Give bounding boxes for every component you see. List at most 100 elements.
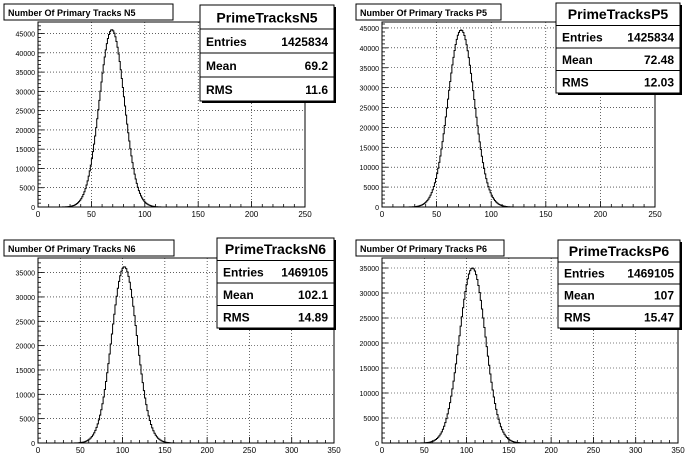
y-tick-label: 30000	[16, 89, 36, 96]
y-tick-label: 20000	[360, 341, 380, 348]
stats-value-mean: 102.1	[298, 288, 328, 302]
stats-value-mean: 72.48	[644, 53, 674, 67]
x-tick-label: 100	[138, 210, 152, 219]
stats-label-entries: Entries	[206, 35, 247, 49]
stats-value-rms: 12.03	[644, 75, 674, 89]
x-tick-label: 200	[200, 446, 214, 455]
x-tick-label: 250	[243, 446, 257, 455]
y-tick-label: 35000	[360, 266, 380, 273]
x-tick-label: 150	[502, 446, 516, 455]
x-tick-label: 50	[76, 446, 85, 455]
x-tick-label: 200	[245, 210, 259, 219]
title-box	[355, 239, 505, 257]
stats-value-entries: 1469105	[627, 266, 674, 280]
y-tick-label: 10000	[16, 166, 36, 173]
y-tick-label: 45000	[360, 26, 380, 33]
x-tick-label: 0	[380, 446, 385, 455]
y-tick-label: 20000	[16, 344, 36, 351]
stats-value-entries: 1425834	[627, 30, 674, 44]
histogram-series	[38, 29, 305, 208]
x-tick-label: 0	[36, 446, 41, 455]
y-tick-label: 15000	[16, 368, 36, 375]
y-tick-label: 30000	[360, 291, 380, 298]
y-tick-label: 15000	[360, 145, 380, 152]
y-tick-label: 5000	[19, 186, 35, 193]
histogram-pad-2: 0 50 100 150 200 250 0 5000 10000 15000 20000 25000…	[355, 2, 682, 219]
y-tick-label: 30000	[16, 295, 36, 302]
y-tick-label: 0	[375, 205, 379, 212]
stats-label-mean: Mean	[562, 53, 593, 67]
stats-label-mean: Mean	[564, 288, 595, 302]
x-tick-label: 50	[420, 446, 429, 455]
y-tick-label: 30000	[360, 86, 380, 93]
y-tick-label: 40000	[16, 51, 36, 58]
x-tick-label: 200	[544, 446, 558, 455]
x-tick-label: 100	[116, 446, 130, 455]
y-tick-label: 25000	[360, 316, 380, 323]
stats-label-entries: Entries	[562, 30, 603, 44]
stats-name: PrimeTracksN5	[216, 9, 317, 25]
title-box	[355, 3, 502, 21]
title-box	[3, 3, 174, 21]
y-tick-label: 45000	[16, 32, 36, 39]
stats-value-mean: 69.2	[305, 59, 329, 73]
x-tick-label: 0	[36, 210, 41, 219]
x-tick-label: 150	[158, 446, 172, 455]
histogram-pad-4: 0 50 100 150 200 250 300 350 0 5000 10000 15000 2000…	[355, 239, 685, 455]
stats-name: PrimeTracksN6	[225, 241, 326, 257]
histogram-pad-1: 0 50 100 150 200 250 0 5000 10000 15000 20000 25000…	[3, 3, 336, 219]
y-tick-label: 5000	[363, 416, 379, 423]
y-tick-label: 5000	[19, 417, 35, 424]
stats-value-entries: 1425834	[281, 35, 328, 49]
stats-label-rms: RMS	[223, 310, 250, 324]
y-tick-label: 10000	[360, 391, 380, 398]
stats-label-entries: Entries	[223, 265, 264, 279]
title-box	[3, 239, 175, 257]
y-tick-label: 25000	[16, 109, 36, 116]
stats-value-rms: 14.89	[298, 310, 328, 324]
x-tick-label: 50	[87, 210, 96, 219]
stats-name: PrimeTracksP5	[568, 6, 669, 22]
y-tick-label: 0	[31, 441, 35, 448]
y-tick-label: 25000	[16, 319, 36, 326]
chart-title: Number Of Primary Tracks N5	[8, 8, 136, 18]
y-tick-label: 15000	[16, 147, 36, 154]
x-tick-label: 350	[327, 446, 341, 455]
stats-label-entries: Entries	[564, 266, 605, 280]
chart-title: Number Of Primary Tracks P6	[360, 244, 487, 254]
y-tick-label: 35000	[16, 70, 36, 77]
x-tick-label: 350	[671, 446, 685, 455]
x-tick-label: 300	[629, 446, 643, 455]
y-tick-label: 10000	[360, 165, 380, 172]
x-tick-label: 0	[380, 210, 385, 219]
y-tick-label: 10000	[16, 392, 36, 399]
histogram-pad-3: 0 50 100 150 200 250 300 350 0 5000 10000 15000 2000…	[3, 237, 341, 455]
stats-value-rms: 11.6	[305, 83, 328, 97]
stats-value-rms: 15.47	[644, 310, 674, 324]
chart-title: Number Of Primary Tracks N6	[8, 244, 136, 254]
y-tick-label: 5000	[363, 185, 379, 192]
x-tick-label: 50	[432, 210, 441, 219]
y-tick-label: 25000	[360, 106, 380, 113]
y-tick-label: 35000	[16, 271, 36, 278]
x-tick-label: 250	[587, 446, 601, 455]
x-tick-label: 250	[648, 210, 662, 219]
histogram-series	[382, 29, 655, 208]
stats-name: PrimeTracksP6	[569, 243, 670, 259]
y-tick-label: 35000	[360, 66, 380, 73]
x-tick-label: 300	[285, 446, 299, 455]
chart-title: Number Of Primary Tracks P5	[360, 8, 487, 18]
y-tick-label: 0	[375, 441, 379, 448]
y-tick-label: 0	[31, 205, 35, 212]
y-tick-label: 20000	[360, 125, 380, 132]
stats-label-rms: RMS	[206, 83, 233, 97]
y-tick-label: 40000	[360, 46, 380, 53]
y-tick-label: 20000	[16, 128, 36, 135]
stats-label-mean: Mean	[206, 59, 237, 73]
stats-value-entries: 1469105	[281, 265, 328, 279]
x-tick-label: 100	[485, 210, 499, 219]
histogram-series	[382, 267, 678, 444]
x-tick-label: 100	[460, 446, 474, 455]
x-tick-label: 200	[594, 210, 608, 219]
